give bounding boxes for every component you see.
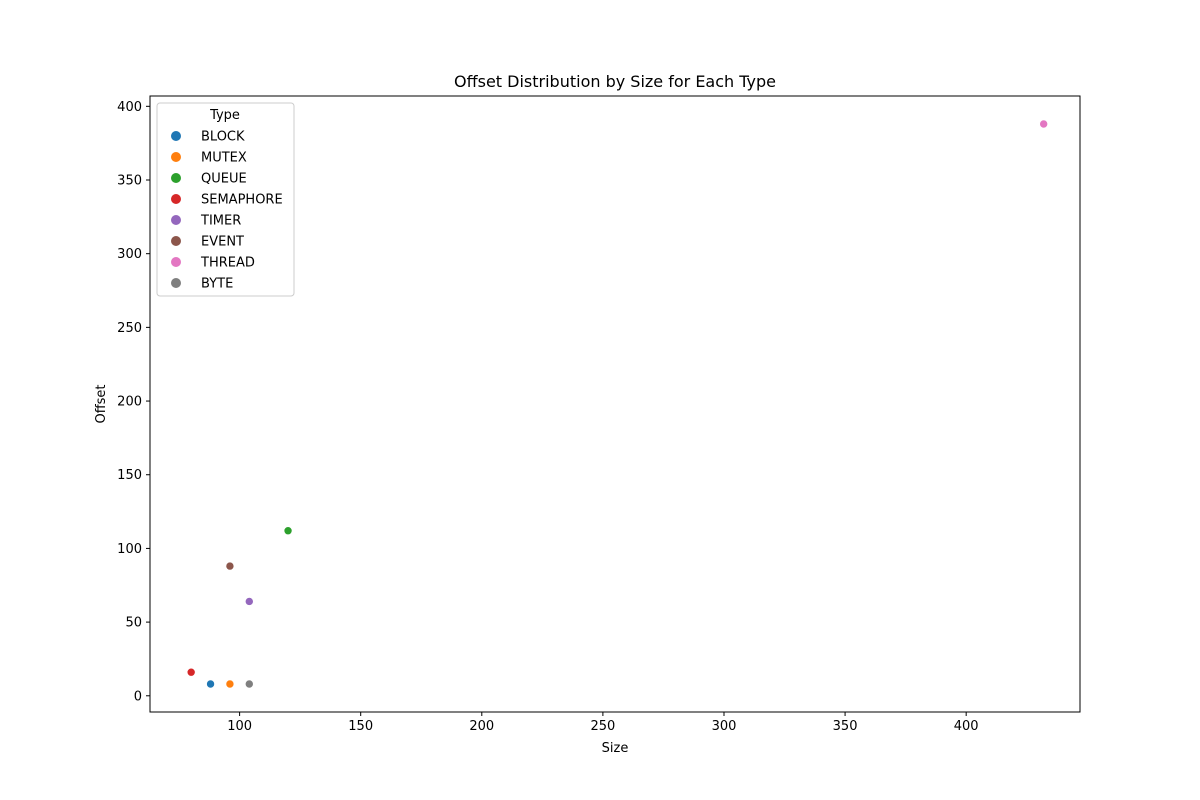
chart-title: Offset Distribution by Size for Each Typ…	[454, 72, 776, 91]
legend-marker-thread	[171, 257, 181, 267]
legend-marker-semaphore	[171, 194, 181, 204]
point-byte	[244, 679, 254, 689]
x-tick-label: 300	[712, 719, 737, 734]
x-tick-label: 350	[833, 719, 858, 734]
point-mutex	[225, 679, 235, 689]
legend-box	[156, 102, 295, 297]
point-queue	[283, 526, 293, 536]
legend-label-timer: TIMER	[200, 214, 241, 229]
legend-marker-block	[171, 131, 181, 141]
legend-label-semaphore: SEMAPHORE	[201, 193, 283, 208]
legend-title: Type	[209, 108, 240, 123]
legend-label-event: EVENT	[201, 235, 244, 250]
y-axis-ticks: 0 50 100 150 200 250 300 350 400	[117, 100, 150, 704]
x-tick-label: 200	[469, 719, 494, 734]
x-tick-label: 400	[954, 719, 979, 734]
plot-area: 100 150 200 250 300 350 400 0 50 100 150 200 250 300…	[117, 95, 1081, 734]
point-semaphore	[186, 667, 196, 677]
y-tick-label: 100	[117, 542, 142, 557]
legend-label-queue: QUEUE	[201, 172, 247, 187]
y-tick-label: 300	[117, 247, 142, 262]
legend-label-thread: THREAD	[200, 256, 255, 271]
legend: Type BLOCK MUTEX QUEUE SEMAPHORE TIMER EVENT T…	[156, 102, 295, 297]
legend-items: BLOCK MUTEX QUEUE SEMAPHORE TIMER EVENT THREAD…	[171, 130, 283, 292]
legend-label-block: BLOCK	[201, 130, 245, 145]
data-points	[186, 119, 1048, 689]
y-tick-label: 200	[117, 395, 142, 410]
legend-marker-timer	[171, 215, 181, 225]
x-axis-label: Size	[602, 741, 629, 756]
legend-marker-event	[171, 236, 181, 246]
point-thread	[1039, 119, 1048, 129]
point-timer	[244, 597, 254, 606]
y-tick-label: 250	[117, 321, 142, 336]
point-block	[206, 679, 215, 689]
legend-marker-queue	[171, 173, 181, 183]
point-event	[225, 561, 235, 571]
x-tick-label: 100	[227, 719, 252, 734]
legend-marker-mutex	[171, 152, 181, 162]
x-axis-ticks: 100 150 200 250 300 350 400	[227, 712, 979, 734]
legend-label-mutex: MUTEX	[201, 151, 247, 166]
y-tick-label: 0	[134, 689, 142, 704]
legend-label-byte: BYTE	[201, 277, 233, 292]
x-tick-label: 250	[590, 719, 615, 734]
y-tick-label: 350	[117, 174, 142, 189]
y-axis-label: Offset	[94, 384, 109, 423]
y-tick-label: 50	[125, 616, 142, 631]
legend-marker-byte	[171, 278, 181, 288]
plot-frame	[149, 95, 1081, 713]
y-tick-label: 400	[117, 100, 142, 115]
x-tick-label: 150	[348, 719, 373, 734]
y-tick-label: 150	[117, 468, 142, 483]
